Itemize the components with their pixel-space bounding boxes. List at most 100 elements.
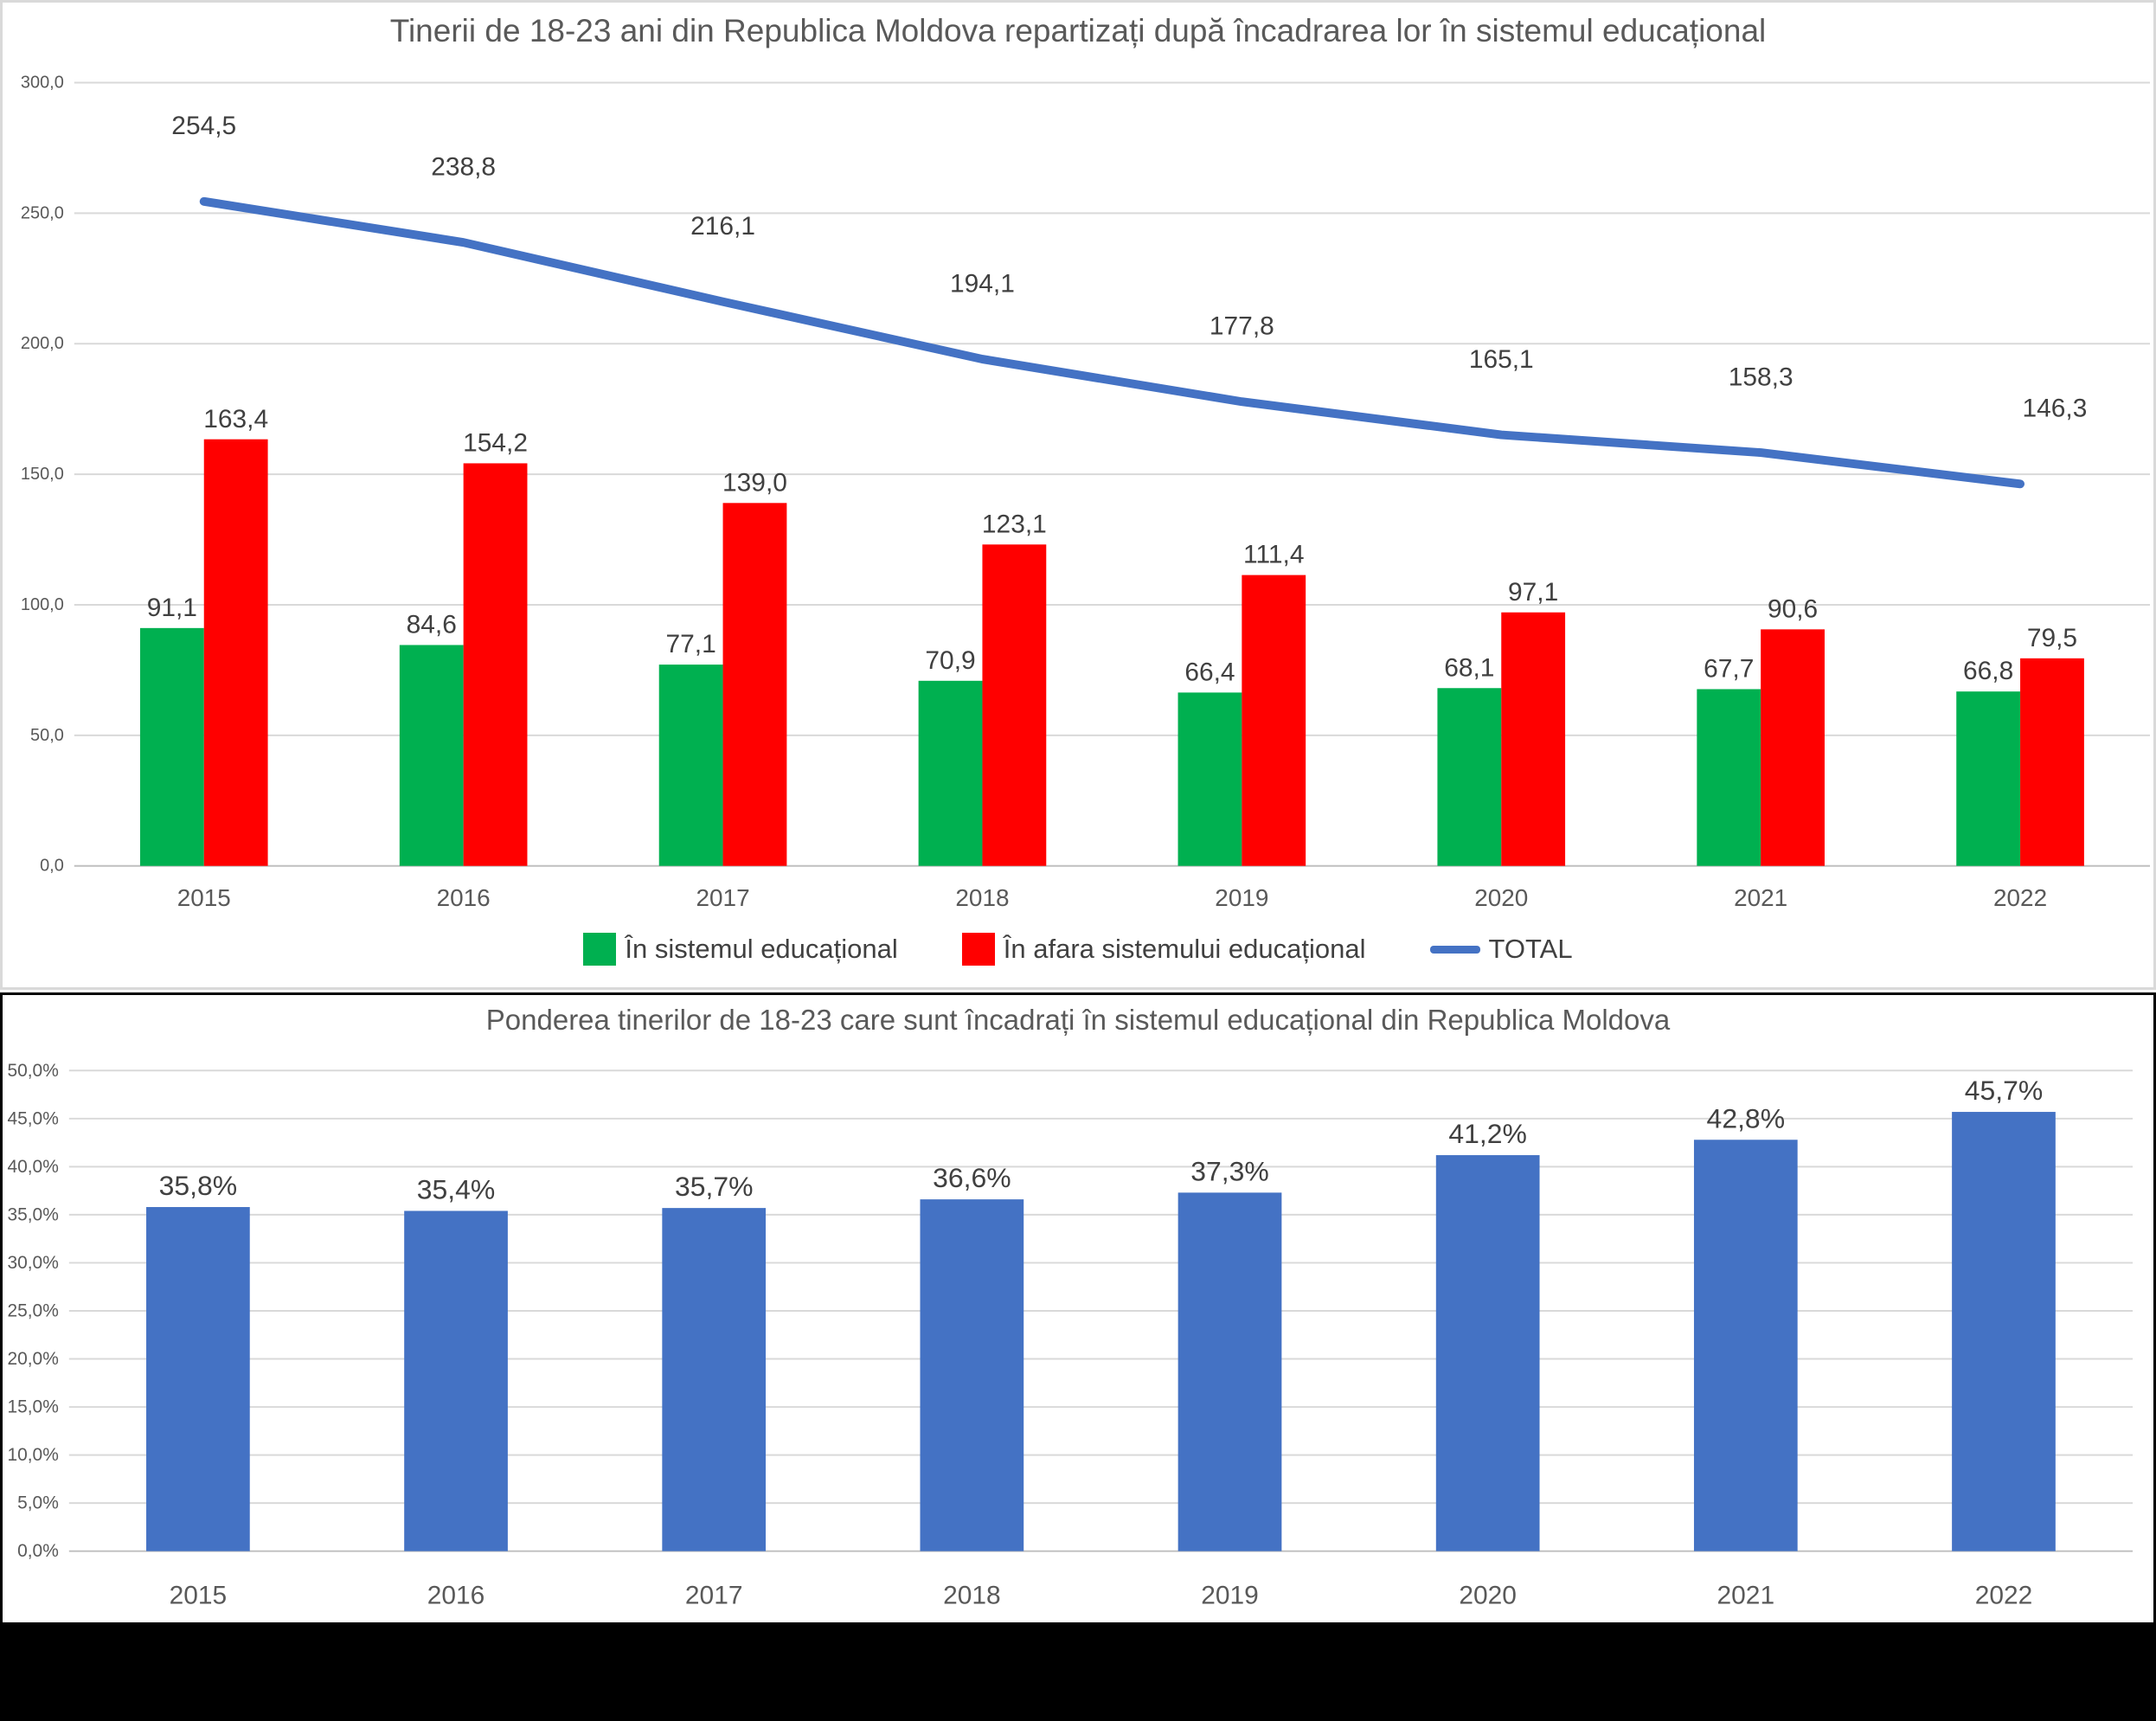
blue-line-swatch-icon — [1429, 945, 1480, 954]
y-tick-label: 50,0 — [30, 726, 64, 745]
bar-segment — [1437, 688, 1502, 866]
x-tick-label: 2015 — [177, 884, 231, 911]
top-chart-title: Tinerii de 18-23 ani din Republica Moldo… — [389, 13, 1767, 48]
top-chart-legend: În sistemul educațional În afara sistemu… — [3, 928, 2153, 970]
y-tick-label: 5,0% — [17, 1493, 59, 1513]
bottom-chart-title: Ponderea tinerilor de 18-23 care sunt în… — [485, 1004, 1671, 1036]
bar-segment — [404, 1210, 508, 1551]
y-tick-label: 150,0 — [21, 465, 64, 484]
y-tick-label: 20,0% — [7, 1349, 58, 1369]
x-tick-label: 2016 — [437, 884, 491, 911]
bar-segment — [1952, 1112, 2056, 1551]
bar-segment — [1697, 689, 1761, 866]
x-tick-label: 2018 — [943, 1582, 1001, 1610]
y-tick-label: 100,0 — [21, 595, 64, 614]
legend-label-out-of-system: În afara sistemului educațional — [1003, 934, 1366, 964]
footer-black-bar — [0, 1625, 2156, 1721]
line-value-label: 238,8 — [431, 153, 496, 182]
x-tick-label: 2020 — [1459, 1582, 1517, 1610]
bar-segment — [1693, 1140, 1798, 1551]
line-value-label: 177,8 — [1210, 312, 1274, 341]
bar-value-label: 66,8 — [1963, 657, 2013, 685]
bar-value-label: 36,6% — [933, 1162, 1011, 1193]
bar-value-label: 37,3% — [1190, 1156, 1269, 1187]
bar-value-label: 70,9 — [925, 646, 975, 675]
legend-label-total: TOTAL — [1488, 934, 1573, 964]
bar-segment — [1501, 612, 1566, 866]
legend-item-in-system: În sistemul educațional — [583, 933, 898, 966]
y-tick-label: 250,0 — [21, 203, 64, 222]
bar-segment — [463, 463, 528, 866]
y-tick-label: 300,0 — [21, 74, 64, 93]
bar-segment — [1956, 691, 2021, 866]
bar-value-label: 67,7 — [1704, 655, 1754, 684]
bar-value-label: 45,7% — [1965, 1075, 2044, 1106]
legend-label-in-system: În sistemul educațional — [625, 934, 898, 964]
line-value-label: 146,3 — [2023, 395, 2088, 423]
bar-value-label: 111,4 — [1243, 541, 1304, 569]
x-tick-label: 2015 — [170, 1582, 228, 1610]
x-tick-label: 2022 — [1993, 884, 2047, 911]
y-tick-label: 200,0 — [21, 334, 64, 353]
bar-value-label: 35,8% — [159, 1170, 238, 1201]
x-tick-label: 2019 — [1215, 884, 1268, 911]
bar-value-label: 84,6 — [407, 611, 457, 639]
bar-segment — [1177, 1192, 1282, 1551]
y-tick-label: 35,0% — [7, 1204, 58, 1224]
top-chart-plot: 300,0 250,0 200,0 150,0 100,0 50,0 0,0 2015 2016… — [21, 74, 2151, 911]
x-tick-label: 2021 — [1734, 884, 1787, 911]
x-tick-label: 2019 — [1201, 1582, 1259, 1610]
bar-segment — [918, 680, 983, 866]
bar-segment — [146, 1207, 250, 1551]
bar-segment — [399, 645, 464, 866]
bar-segment — [203, 439, 268, 866]
bar-segment — [1761, 629, 1825, 866]
bar-value-label: 66,4 — [1184, 658, 1235, 686]
x-tick-label: 2017 — [696, 884, 750, 911]
bottom-chart-plot: 50,0% 45,0% 40,0% 35,0% 30,0% 25,0% 20,0% 15,0%… — [7, 1061, 2134, 1610]
x-tick-label: 2016 — [427, 1582, 485, 1610]
y-tick-label: 15,0% — [7, 1397, 58, 1417]
x-tick-label: 2020 — [1474, 884, 1528, 911]
bar-segment — [2020, 658, 2084, 866]
bar-value-label: 163,4 — [203, 405, 268, 433]
bar-value-label: 68,1 — [1444, 653, 1494, 682]
bar-value-label: 97,1 — [1508, 578, 1558, 607]
bar-value-label: 91,1 — [147, 594, 197, 622]
y-tick-label: 45,0% — [7, 1108, 58, 1128]
line-value-label: 158,3 — [1729, 363, 1793, 392]
bar-value-label: 35,7% — [675, 1171, 754, 1202]
y-tick-label: 30,0% — [7, 1253, 58, 1273]
x-tick-label: 2022 — [1975, 1582, 2033, 1610]
bar-segment — [1177, 692, 1242, 866]
bar-value-label: 41,2% — [1448, 1118, 1527, 1149]
x-tick-label: 2021 — [1717, 1582, 1775, 1610]
bar-value-label: 90,6 — [1768, 594, 1818, 623]
line-value-label: 254,5 — [171, 112, 236, 140]
legend-item-total: TOTAL — [1429, 934, 1573, 965]
bar-value-label: 77,1 — [666, 630, 716, 658]
green-square-swatch-icon — [583, 933, 617, 966]
legend-item-out-of-system: În afara sistemului educațional — [961, 933, 1366, 966]
red-square-swatch-icon — [961, 933, 995, 966]
bar-value-label: 79,5 — [2027, 624, 2077, 652]
y-tick-label: 0,0 — [40, 857, 64, 876]
y-tick-label: 10,0% — [7, 1445, 58, 1465]
bar-segment — [139, 627, 204, 866]
line-value-label: 194,1 — [950, 270, 1015, 299]
y-tick-label: 25,0% — [7, 1301, 58, 1321]
y-tick-label: 40,0% — [7, 1157, 58, 1177]
bar-segment — [982, 544, 1047, 866]
bar-segment — [920, 1199, 1024, 1551]
y-tick-label: 0,0% — [17, 1541, 59, 1561]
line-value-label: 165,1 — [1469, 345, 1534, 374]
bar-segment — [662, 1208, 767, 1551]
bar-value-label: 139,0 — [722, 468, 787, 497]
bar-value-label: 154,2 — [463, 429, 528, 458]
bar-segment — [1435, 1155, 1540, 1551]
bottom-chart-panel: 50,0% 45,0% 40,0% 35,0% 30,0% 25,0% 20,0% 15,0%… — [0, 992, 2156, 1625]
top-chart-panel: 300,0 250,0 200,0 150,0 100,0 50,0 0,0 2015 2016… — [0, 0, 2156, 990]
line-value-label: 216,1 — [690, 212, 755, 241]
y-tick-label: 50,0% — [7, 1061, 58, 1081]
